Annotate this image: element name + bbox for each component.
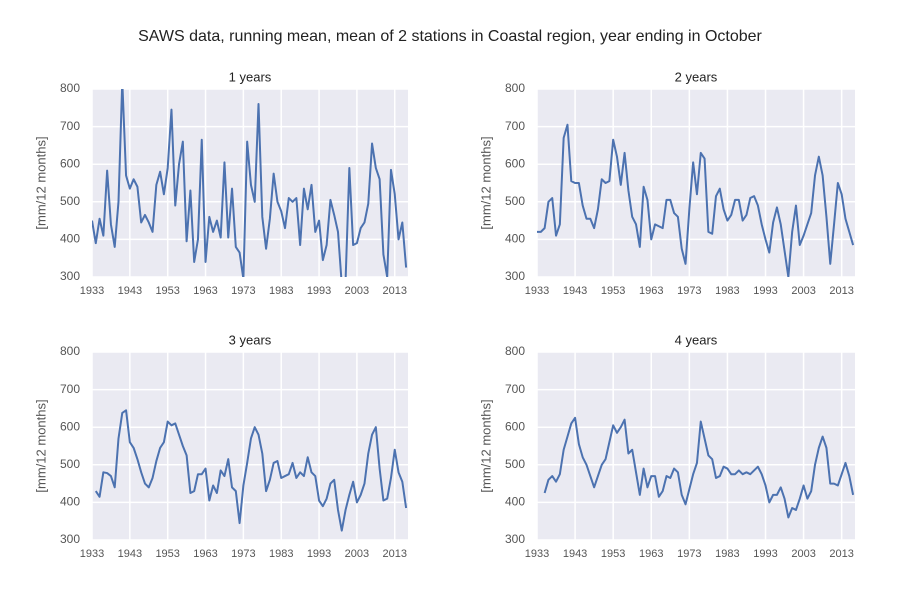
y-tick-label: 500: [505, 457, 525, 471]
x-tick-label: 1993: [753, 285, 777, 297]
x-tick-label: 1963: [193, 548, 217, 560]
y-tick-label: 600: [60, 419, 80, 433]
data-line: [92, 89, 408, 277]
y-tick-label: 400: [505, 232, 525, 246]
plot: [537, 123, 855, 277]
y-tick-label: 800: [505, 344, 525, 358]
x-tick-label: 1953: [155, 548, 179, 560]
x-tick-label: 1943: [118, 285, 142, 297]
y-axis-label: [mm/12 months]: [33, 136, 48, 229]
x-tick-label: 2003: [791, 548, 815, 560]
x-tick-label: 2013: [829, 285, 853, 297]
x-tick-label: 1993: [753, 548, 777, 560]
x-tick-label: 1933: [525, 285, 549, 297]
x-tick-label: 1973: [231, 548, 255, 560]
subplot-title: 4 years: [675, 332, 718, 347]
subplot-title: 2 years: [675, 69, 718, 84]
y-axis-label: [mm/12 months]: [33, 399, 48, 492]
x-tick-label: 1953: [155, 285, 179, 297]
data-line: [537, 123, 855, 277]
plot: [94, 409, 408, 532]
y-tick-label: 300: [505, 269, 525, 283]
y-tick-label: 500: [505, 194, 525, 208]
x-tick-label: 1963: [639, 285, 663, 297]
x-tick-label: 2003: [791, 285, 815, 297]
x-tick-label: 1933: [80, 548, 104, 560]
x-tick-label: 1953: [601, 285, 625, 297]
y-tick-label: 800: [60, 344, 80, 358]
y-tick-label: 600: [60, 156, 80, 170]
x-tick-label: 2003: [345, 285, 369, 297]
x-tick-label: 1973: [231, 285, 255, 297]
x-tick-label: 1993: [307, 285, 331, 297]
y-tick-label: 500: [60, 457, 80, 471]
x-tick-label: 1963: [639, 548, 663, 560]
x-tick-label: 1973: [677, 285, 701, 297]
y-tick-label: 300: [60, 532, 80, 546]
plot: [543, 416, 855, 519]
x-tick-label: 1943: [118, 548, 142, 560]
x-tick-label: 1933: [80, 285, 104, 297]
x-tick-label: 1933: [525, 548, 549, 560]
figure-title: SAWS data, running mean, mean of 2 stati…: [138, 28, 762, 45]
y-axis-label: [mm/12 months]: [478, 399, 493, 492]
y-tick-label: 400: [60, 495, 80, 509]
x-tick-label: 1943: [563, 548, 587, 560]
y-tick-label: 300: [505, 532, 525, 546]
x-tick-label: 2013: [383, 285, 407, 297]
x-tick-label: 1973: [677, 548, 701, 560]
y-tick-label: 700: [505, 382, 525, 396]
y-tick-label: 800: [505, 81, 525, 95]
x-tick-label: 1983: [715, 548, 739, 560]
y-tick-label: 700: [60, 119, 80, 133]
plot-area: [537, 352, 855, 540]
y-tick-label: 700: [60, 382, 80, 396]
y-tick-label: 400: [60, 232, 80, 246]
x-tick-label: 2013: [829, 548, 853, 560]
x-tick-label: 2003: [345, 548, 369, 560]
y-tick-label: 400: [505, 495, 525, 509]
x-tick-label: 1963: [193, 285, 217, 297]
y-tick-label: 700: [505, 119, 525, 133]
plot: [92, 89, 408, 277]
y-tick-label: 600: [505, 156, 525, 170]
x-tick-label: 1993: [307, 548, 331, 560]
y-tick-label: 500: [60, 194, 80, 208]
x-tick-label: 1943: [563, 285, 587, 297]
x-tick-label: 2013: [383, 548, 407, 560]
y-tick-label: 800: [60, 81, 80, 95]
y-axis-label: [mm/12 months]: [478, 136, 493, 229]
data-line: [543, 416, 855, 519]
y-tick-label: 600: [505, 419, 525, 433]
subplot-title: 3 years: [229, 332, 272, 347]
x-tick-label: 1983: [715, 285, 739, 297]
x-tick-label: 1983: [269, 285, 293, 297]
y-tick-label: 300: [60, 269, 80, 283]
x-tick-label: 1953: [601, 548, 625, 560]
data-line: [94, 409, 408, 532]
subplot-title: 1 years: [229, 69, 272, 84]
x-tick-label: 1983: [269, 548, 293, 560]
